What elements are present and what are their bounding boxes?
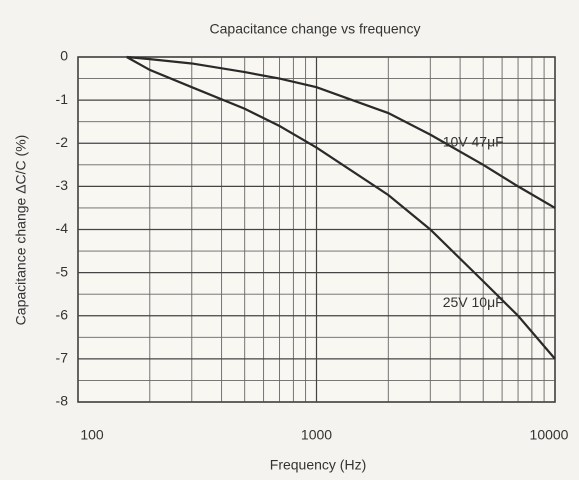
y-tick-label: -8 [56, 393, 69, 409]
y-tick-label: -1 [56, 91, 69, 107]
chart-title: Capacitance change vs frequency [210, 21, 421, 37]
x-tick-label: 100 [80, 427, 104, 443]
series-label: 10V 47μF [443, 134, 504, 150]
y-tick-label: -2 [56, 134, 69, 150]
x-axis-label: Frequency (Hz) [270, 457, 366, 473]
y-tick-label: -4 [56, 220, 69, 236]
series-label: 25V 10μF [443, 294, 504, 310]
x-tick-label: 10000 [530, 427, 569, 443]
y-tick-label: -6 [56, 306, 69, 322]
y-tick-label: 0 [60, 48, 68, 64]
line [126, 56, 556, 360]
y-axis-label: Capacitance change ΔC/C (%) [13, 135, 29, 326]
y-tick-label: -5 [56, 263, 69, 279]
line [126, 55, 556, 209]
y-tick-label: -7 [56, 350, 69, 366]
x-tick-label: 1000 [301, 427, 332, 443]
y-tick-label: -3 [56, 177, 69, 193]
